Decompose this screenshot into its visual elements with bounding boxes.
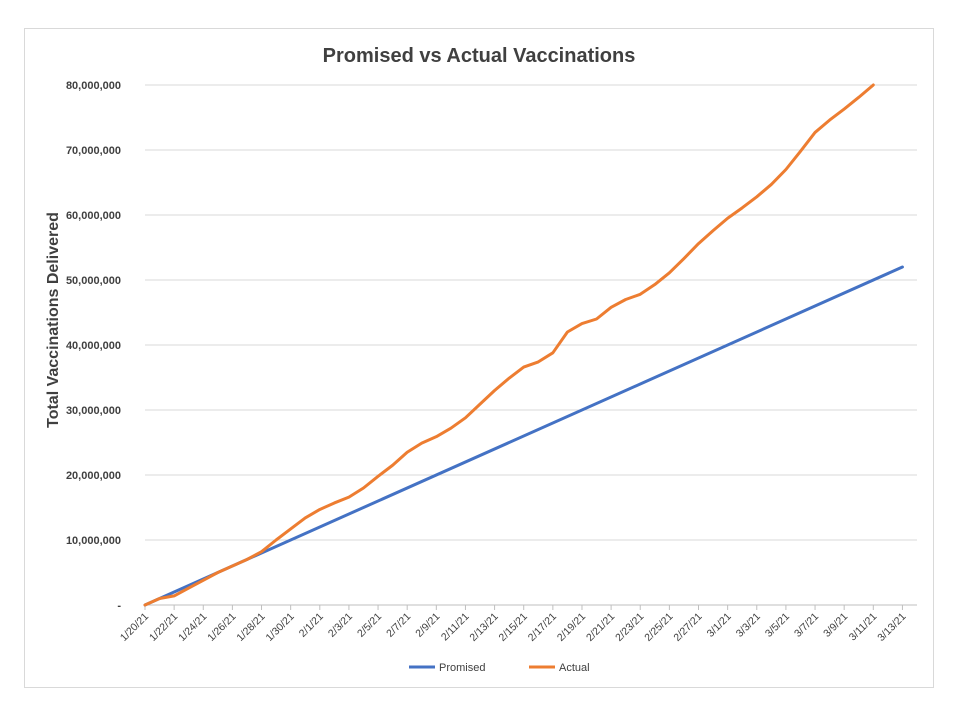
x-tick-label: 1/22/21 (147, 611, 180, 644)
y-tick-label: 50,000,000 (66, 275, 121, 287)
x-tick-label: 1/30/21 (264, 611, 297, 644)
x-tick-label: 2/25/21 (642, 611, 675, 644)
series-lines (143, 83, 904, 607)
legend-label-actual: Actual (559, 662, 590, 674)
legend-label-promised: Promised (439, 662, 485, 674)
y-tick-label: 30,000,000 (66, 405, 121, 417)
y-axis-ticks: - 10,000,000 20,000,000 30,000,000 40,000,00… (66, 80, 121, 612)
x-tick-label: 1/24/21 (176, 611, 209, 644)
x-tick-label: 2/3/21 (326, 611, 355, 640)
x-tick-label: 3/13/21 (875, 611, 908, 644)
line-chart: Promised vs Actual Vaccinations Total Va… (45, 45, 917, 674)
chart-title: Promised vs Actual Vaccinations (323, 45, 636, 67)
x-tick-label: 2/19/21 (555, 611, 588, 644)
x-tick-label: 2/15/21 (497, 611, 530, 644)
x-tick-label: 2/17/21 (526, 611, 559, 644)
x-axis-ticks: 1/20/211/22/211/24/211/26/211/28/211/30/… (118, 605, 909, 644)
y-tick-label: 60,000,000 (66, 210, 121, 222)
x-tick-label: 3/3/21 (734, 611, 763, 640)
x-tick-label: 3/1/21 (705, 611, 734, 640)
y-tick-label: 10,000,000 (66, 535, 121, 547)
x-tick-label: 1/20/21 (118, 611, 151, 644)
x-tick-label: 2/7/21 (384, 611, 413, 640)
x-tick-label: 1/26/21 (205, 611, 238, 644)
x-tick-label: 2/13/21 (467, 611, 500, 644)
x-tick-label: 3/11/21 (847, 611, 880, 644)
y-tick-label: 20,000,000 (66, 470, 121, 482)
series-line-actual (143, 83, 875, 607)
x-tick-label: 2/21/21 (584, 611, 617, 644)
y-tick-label: 80,000,000 (66, 80, 121, 92)
y-tick-label: 70,000,000 (66, 145, 121, 157)
x-tick-label: 2/27/21 (671, 611, 704, 644)
y-tick-label: 40,000,000 (66, 340, 121, 352)
x-tick-label: 2/5/21 (355, 611, 384, 640)
y-tick-label: - (117, 600, 121, 612)
x-tick-label: 3/5/21 (763, 611, 792, 640)
series-line-promised (143, 265, 904, 607)
y-axis-label: Total Vaccinations Delivered (45, 212, 62, 428)
x-tick-label: 1/28/21 (234, 611, 267, 644)
x-tick-label: 2/11/21 (439, 611, 472, 644)
legend: Promised Actual (409, 662, 590, 674)
x-tick-label: 3/7/21 (792, 611, 821, 640)
x-tick-label: 2/1/21 (297, 611, 326, 640)
gridlines (145, 84, 917, 606)
chart-frame: Promised vs Actual Vaccinations Total Va… (24, 28, 934, 688)
x-tick-label: 2/23/21 (613, 611, 646, 644)
